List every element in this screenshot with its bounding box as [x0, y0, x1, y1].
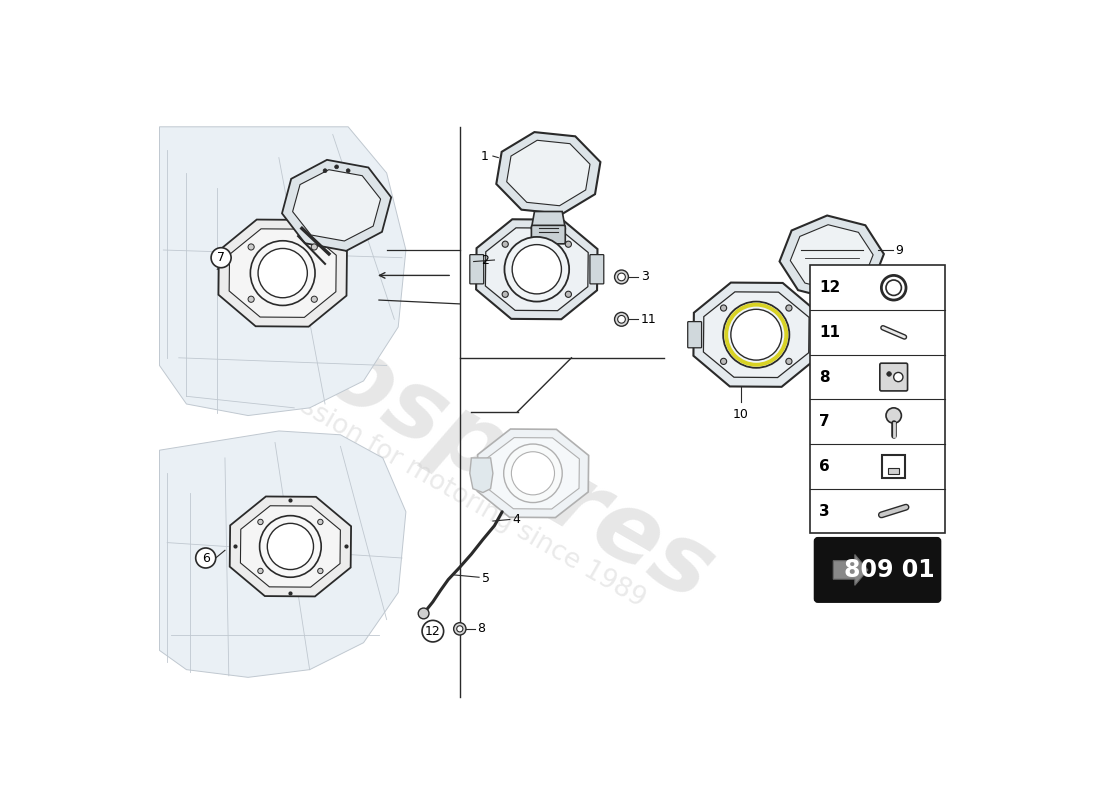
- Text: 7: 7: [820, 414, 830, 430]
- Circle shape: [318, 519, 323, 525]
- Circle shape: [504, 444, 562, 502]
- Circle shape: [723, 302, 790, 368]
- Polygon shape: [496, 132, 601, 214]
- Polygon shape: [703, 292, 810, 378]
- Polygon shape: [486, 438, 580, 509]
- Text: 6: 6: [201, 551, 210, 565]
- Circle shape: [565, 241, 572, 247]
- Circle shape: [323, 169, 327, 173]
- Polygon shape: [160, 431, 406, 678]
- FancyBboxPatch shape: [688, 322, 702, 348]
- Circle shape: [257, 519, 263, 525]
- Circle shape: [615, 312, 628, 326]
- Circle shape: [248, 296, 254, 302]
- Polygon shape: [790, 225, 873, 290]
- Text: 3: 3: [640, 270, 649, 283]
- Text: 4: 4: [513, 513, 520, 526]
- Text: 11: 11: [820, 325, 840, 340]
- Circle shape: [334, 165, 339, 169]
- Polygon shape: [293, 170, 381, 241]
- Circle shape: [886, 280, 901, 295]
- FancyBboxPatch shape: [889, 468, 899, 474]
- Circle shape: [886, 408, 901, 423]
- Polygon shape: [160, 126, 406, 415]
- Circle shape: [720, 358, 727, 365]
- Polygon shape: [229, 229, 337, 318]
- Polygon shape: [693, 282, 820, 387]
- Circle shape: [196, 548, 216, 568]
- Text: 12: 12: [820, 280, 840, 295]
- Circle shape: [260, 516, 321, 578]
- Circle shape: [785, 358, 792, 365]
- Polygon shape: [470, 458, 493, 493]
- Circle shape: [893, 373, 903, 382]
- Text: 8: 8: [820, 370, 830, 385]
- Text: 809 01: 809 01: [844, 558, 934, 582]
- Circle shape: [311, 296, 318, 302]
- FancyBboxPatch shape: [880, 363, 907, 391]
- Text: 8: 8: [477, 622, 485, 635]
- Text: 2: 2: [481, 254, 490, 266]
- Polygon shape: [485, 228, 588, 310]
- Circle shape: [615, 270, 628, 284]
- Text: 6: 6: [820, 459, 830, 474]
- Circle shape: [453, 622, 466, 635]
- Text: 11: 11: [640, 313, 657, 326]
- Text: 10: 10: [733, 408, 749, 421]
- FancyBboxPatch shape: [590, 254, 604, 284]
- FancyBboxPatch shape: [815, 538, 940, 602]
- Text: eurospares: eurospares: [151, 233, 730, 621]
- Polygon shape: [219, 219, 346, 326]
- Circle shape: [513, 245, 561, 294]
- Circle shape: [248, 244, 254, 250]
- Text: 1: 1: [481, 150, 488, 162]
- Polygon shape: [241, 506, 340, 587]
- Circle shape: [251, 241, 315, 306]
- Circle shape: [257, 568, 263, 574]
- Polygon shape: [282, 160, 392, 251]
- Text: 7: 7: [217, 251, 226, 264]
- FancyBboxPatch shape: [470, 254, 484, 284]
- Text: a passion for motoring since 1989: a passion for motoring since 1989: [246, 365, 650, 613]
- FancyBboxPatch shape: [810, 266, 945, 534]
- Circle shape: [346, 169, 350, 173]
- Text: 12: 12: [425, 625, 441, 638]
- FancyBboxPatch shape: [811, 322, 825, 348]
- FancyBboxPatch shape: [882, 455, 905, 478]
- Polygon shape: [780, 215, 884, 300]
- Circle shape: [730, 310, 782, 360]
- Circle shape: [502, 291, 508, 298]
- Circle shape: [618, 273, 625, 281]
- Circle shape: [418, 608, 429, 619]
- Circle shape: [502, 241, 508, 247]
- Circle shape: [422, 620, 443, 642]
- Circle shape: [258, 249, 307, 298]
- Circle shape: [211, 248, 231, 268]
- Circle shape: [456, 626, 463, 632]
- Circle shape: [887, 372, 891, 376]
- Polygon shape: [477, 429, 588, 518]
- Circle shape: [318, 568, 323, 574]
- Polygon shape: [834, 554, 868, 586]
- Circle shape: [565, 291, 572, 298]
- Circle shape: [505, 237, 569, 302]
- Circle shape: [720, 305, 727, 311]
- Circle shape: [618, 315, 625, 323]
- Text: 5: 5: [482, 571, 491, 585]
- Polygon shape: [476, 219, 597, 319]
- Circle shape: [512, 452, 554, 495]
- FancyBboxPatch shape: [531, 226, 565, 244]
- Polygon shape: [531, 211, 565, 229]
- Circle shape: [881, 275, 906, 300]
- Polygon shape: [230, 497, 351, 597]
- Circle shape: [785, 305, 792, 311]
- Text: 3: 3: [820, 503, 830, 518]
- Text: 9: 9: [895, 243, 903, 257]
- Polygon shape: [507, 140, 590, 206]
- Circle shape: [267, 523, 314, 570]
- Circle shape: [311, 244, 318, 250]
